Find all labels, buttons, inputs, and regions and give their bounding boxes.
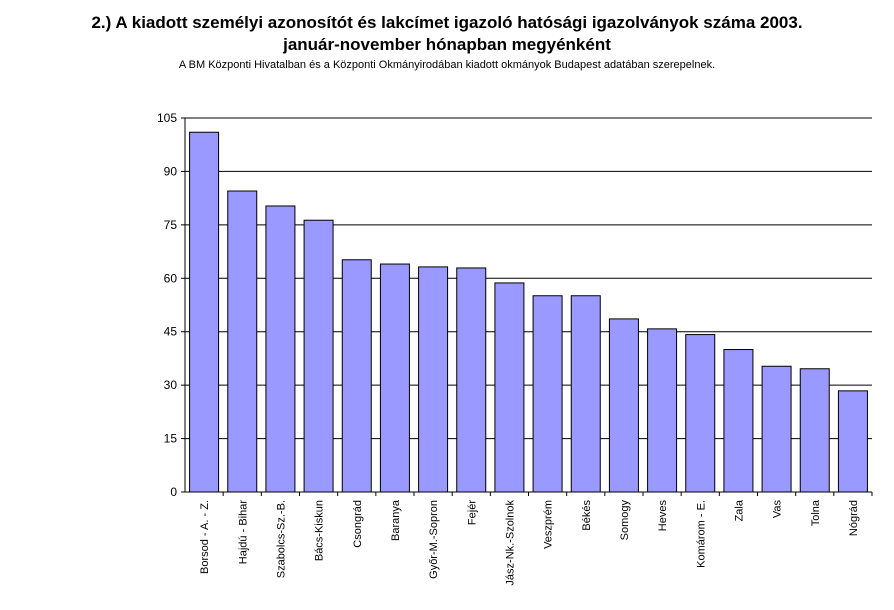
bar: [647, 328, 678, 493]
bars: [189, 131, 868, 493]
chart-title-line-1: 2.) A kiadott személyi azonosítót és lak…: [91, 13, 803, 32]
y-tick-label: 105: [157, 111, 177, 125]
x-tick-label: Fejér: [466, 500, 478, 525]
x-tick-label: Baranya: [390, 499, 402, 541]
x-tick-label: Bács-Kiskun: [314, 500, 326, 561]
x-tick-label: Veszprém: [543, 500, 555, 549]
x-tick-label: Heves: [657, 500, 669, 532]
bar: [685, 334, 716, 493]
bar: [341, 259, 372, 493]
bar: [456, 267, 487, 493]
x-tick-label: Győr-M.-Sopron: [428, 500, 440, 579]
y-tick-label: 75: [164, 218, 178, 232]
y-tick-labels: 0 15 30 45 60 75 90 105: [157, 111, 185, 499]
chart-subtitle: A BM Központi Hivatalban és a Központi O…: [178, 59, 716, 71]
y-tick-label: 0: [170, 485, 177, 499]
x-tick-label: Békés: [581, 500, 593, 531]
x-tick-label: Somogy: [619, 500, 631, 541]
bar: [532, 295, 563, 493]
x-tick-label: Zala: [733, 499, 745, 521]
bar: [494, 282, 525, 493]
x-tick-labels: Borsod - A. - Z. Hajdú - Bihar Szabolcs-Sz…: [199, 492, 873, 586]
y-tick-label: 90: [164, 164, 178, 178]
x-tick-label: Szabolcs-Sz.-B.: [275, 500, 287, 578]
bar: [570, 295, 601, 493]
y-tick-label: 15: [164, 432, 178, 446]
bar: [761, 365, 792, 493]
gridlines: [185, 117, 872, 440]
bar: [418, 266, 449, 493]
chart-title-line-2: január-november hónapban megyénként: [283, 35, 611, 54]
x-tick-label: Nógrád: [848, 500, 860, 536]
bar: [265, 205, 296, 493]
y-tick-label: 60: [164, 271, 178, 285]
x-tick-label: Csongrád: [352, 500, 364, 548]
x-tick-label: Tolna: [810, 499, 822, 526]
x-tick-label: Vas: [772, 500, 784, 519]
y-tick-label: 45: [164, 325, 178, 339]
x-tick-label: Borsod - A. - Z.: [199, 500, 211, 574]
bar: [303, 219, 334, 493]
x-tick-label: Jász-Nk.-Szolnok: [504, 500, 516, 586]
bar: [723, 349, 754, 493]
bar: [189, 131, 220, 493]
bar: [799, 368, 830, 493]
bar: [379, 263, 410, 493]
x-tick-label: Hajdú - Bihar: [237, 500, 249, 565]
y-tick-label: 30: [164, 378, 178, 392]
bar: [227, 190, 258, 493]
bar: [837, 390, 868, 493]
chart-title: 2.) A kiadott személyi azonosítót és lak…: [0, 12, 894, 56]
bar: [608, 318, 639, 493]
x-tick-label: Komárom - E.: [695, 500, 707, 568]
